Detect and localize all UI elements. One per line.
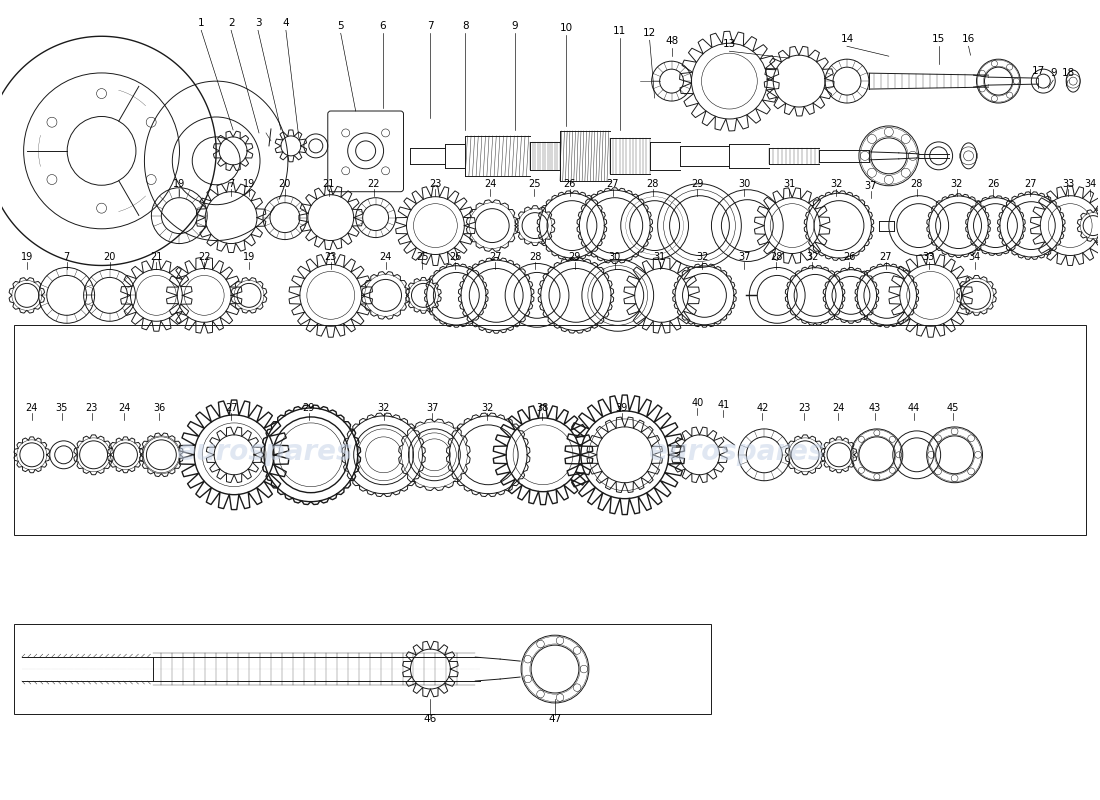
Text: 26: 26	[563, 178, 576, 189]
Text: 23: 23	[86, 403, 98, 413]
Text: 4: 4	[283, 18, 289, 28]
Text: 19: 19	[243, 253, 255, 262]
Text: 1: 1	[198, 18, 205, 28]
Text: 12: 12	[644, 28, 657, 38]
Text: 37: 37	[865, 181, 877, 190]
Text: 7: 7	[64, 253, 69, 262]
Text: 19: 19	[173, 178, 186, 189]
Text: 27: 27	[488, 253, 502, 262]
Text: 27: 27	[224, 403, 238, 413]
Text: 8: 8	[462, 22, 469, 31]
Text: 7: 7	[228, 178, 234, 189]
Text: 32: 32	[806, 253, 818, 262]
Text: 23: 23	[429, 178, 441, 189]
Text: 11: 11	[613, 26, 626, 36]
Text: 21: 21	[151, 253, 163, 262]
Text: 20: 20	[103, 253, 116, 262]
Text: 28: 28	[647, 178, 659, 189]
Text: 37: 37	[426, 403, 439, 413]
Text: 38: 38	[536, 403, 548, 413]
Text: 24: 24	[119, 403, 131, 413]
Text: 27: 27	[606, 178, 619, 189]
Text: eurospares: eurospares	[649, 438, 824, 466]
Text: 24: 24	[484, 178, 496, 189]
Text: 33: 33	[1063, 178, 1075, 189]
Text: 34: 34	[968, 253, 980, 262]
Text: 23: 23	[324, 253, 337, 262]
Text: 13: 13	[723, 39, 736, 50]
Text: 44: 44	[908, 403, 920, 413]
Text: 30: 30	[608, 253, 620, 262]
Text: 19: 19	[21, 253, 33, 262]
Text: 30: 30	[738, 178, 750, 189]
Text: 24: 24	[379, 253, 392, 262]
Text: 32: 32	[950, 178, 962, 189]
Text: 47: 47	[549, 714, 562, 724]
Text: 26: 26	[449, 253, 462, 262]
Text: 26: 26	[843, 253, 855, 262]
Text: 7: 7	[427, 22, 433, 31]
Text: 16: 16	[961, 34, 976, 44]
Text: 5: 5	[338, 22, 344, 31]
Text: 43: 43	[869, 403, 881, 413]
Text: 17: 17	[1032, 66, 1045, 76]
Text: 40: 40	[692, 398, 704, 408]
Text: 29: 29	[569, 253, 581, 262]
Bar	[14, 624, 712, 714]
Text: 24: 24	[25, 403, 39, 413]
Text: 29: 29	[302, 403, 315, 413]
Text: 6: 6	[379, 22, 386, 31]
Bar	[14, 326, 1086, 534]
Text: 37: 37	[738, 253, 750, 262]
Text: 27: 27	[1024, 178, 1036, 189]
Text: 25: 25	[416, 253, 429, 262]
Text: 28: 28	[911, 178, 923, 189]
Text: 19: 19	[243, 178, 255, 189]
Text: eurospares: eurospares	[177, 438, 353, 466]
Text: 32: 32	[696, 253, 708, 262]
Text: 34: 34	[1084, 178, 1097, 189]
Text: 32: 32	[481, 403, 494, 413]
Text: 27: 27	[880, 253, 892, 262]
Text: 18: 18	[1062, 68, 1075, 78]
Text: 46: 46	[424, 714, 437, 724]
Text: 2: 2	[228, 18, 234, 28]
Text: 15: 15	[932, 34, 945, 44]
Text: 36: 36	[153, 403, 165, 413]
Text: 9: 9	[1049, 68, 1057, 78]
Text: 22: 22	[367, 178, 380, 189]
Text: 32: 32	[829, 178, 843, 189]
Text: 29: 29	[691, 178, 704, 189]
Text: 42: 42	[756, 403, 769, 413]
Text: 48: 48	[666, 36, 679, 46]
Text: 22: 22	[198, 253, 210, 262]
Text: 23: 23	[798, 403, 811, 413]
Text: 20: 20	[278, 178, 292, 189]
Text: 39: 39	[616, 403, 628, 413]
Text: 31: 31	[653, 253, 666, 262]
Text: 21: 21	[322, 178, 335, 189]
Text: 45: 45	[946, 403, 959, 413]
Text: 10: 10	[560, 23, 572, 34]
Text: 26: 26	[988, 178, 1000, 189]
Text: 35: 35	[55, 403, 68, 413]
Text: 9: 9	[512, 22, 518, 31]
Text: 28: 28	[770, 253, 782, 262]
Text: 32: 32	[377, 403, 389, 413]
Text: 24: 24	[832, 403, 844, 413]
Text: 33: 33	[923, 253, 935, 262]
Text: 28: 28	[529, 253, 541, 262]
Text: 25: 25	[528, 178, 540, 189]
Text: 14: 14	[840, 34, 854, 44]
Text: 3: 3	[255, 18, 262, 28]
Text: 31: 31	[783, 178, 795, 189]
Text: 41: 41	[717, 400, 729, 410]
